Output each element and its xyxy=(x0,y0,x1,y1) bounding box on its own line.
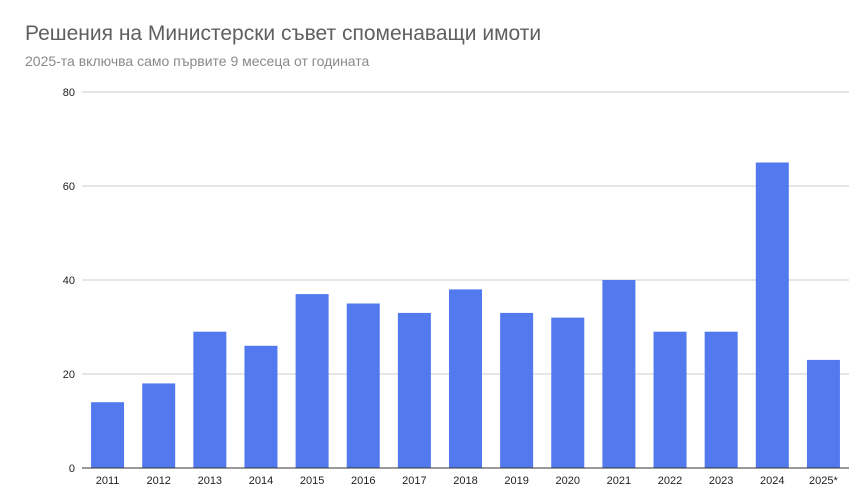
x-tick-label: 2018 xyxy=(453,475,477,487)
bar xyxy=(602,280,636,468)
bar xyxy=(755,162,789,468)
x-tick-label: 2011 xyxy=(96,475,120,487)
x-tick-label: 2017 xyxy=(402,475,426,487)
x-tick-label: 2025* xyxy=(809,475,838,487)
x-tick-label: 2012 xyxy=(146,475,170,487)
bar xyxy=(704,331,738,468)
bar xyxy=(295,294,329,468)
x-tick-label: 2013 xyxy=(198,475,222,487)
bar xyxy=(500,312,534,468)
x-tick-label: 2022 xyxy=(658,475,682,487)
x-tick-label: 2020 xyxy=(556,475,580,487)
x-tick-label: 2019 xyxy=(504,475,528,487)
bars xyxy=(91,162,840,468)
bar xyxy=(806,359,840,468)
bar xyxy=(142,383,176,468)
x-tick-label: 2015 xyxy=(300,475,324,487)
y-tick-label: 20 xyxy=(63,369,75,381)
x-tick-label: 2016 xyxy=(351,475,375,487)
x-tick-label: 2014 xyxy=(249,475,273,487)
y-tick-label: 40 xyxy=(63,275,75,287)
y-tick-label: 80 xyxy=(63,87,75,99)
chart-title: Решения на Министерски съвет споменаващи… xyxy=(25,22,542,45)
bar xyxy=(244,345,278,468)
bar xyxy=(551,317,585,468)
bar xyxy=(91,402,125,468)
bar xyxy=(346,303,380,468)
bar xyxy=(193,331,227,468)
y-tick-label: 60 xyxy=(63,181,75,193)
x-tick-label: 2024 xyxy=(760,475,784,487)
axes: 0 20 40 60 80 2011 2012 2013 2014 2015 2016 2017 201… xyxy=(63,87,849,487)
chart-subtitle: 2025-та включва само първите 9 месеца от… xyxy=(25,53,370,69)
x-tick-label: 2023 xyxy=(709,475,733,487)
y-tick-label: 0 xyxy=(69,463,75,475)
bar xyxy=(449,289,482,468)
bar xyxy=(653,331,687,468)
bar xyxy=(397,312,431,468)
x-tick-label: 2021 xyxy=(607,475,631,487)
